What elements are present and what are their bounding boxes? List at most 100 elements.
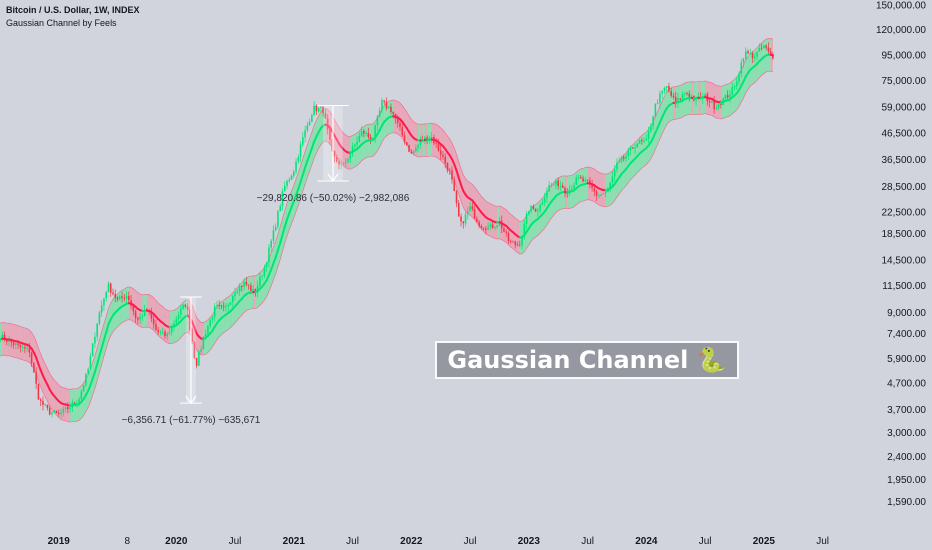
candle-body	[500, 220, 503, 229]
candle-body	[94, 336, 96, 344]
y-tick-label: 18,500.00	[882, 229, 927, 240]
candle-body	[170, 325, 173, 333]
candle-body	[293, 171, 295, 176]
candlesticks	[0, 42, 774, 419]
candle-body	[8, 339, 10, 342]
candle-body	[347, 158, 349, 162]
candle-body	[216, 304, 218, 307]
candle-body	[451, 170, 453, 180]
candle-body	[191, 329, 193, 342]
midline-segment	[460, 183, 465, 192]
candle-body	[677, 98, 679, 104]
midline-segment	[37, 363, 42, 372]
candle-body	[132, 305, 135, 312]
candle-body	[299, 144, 302, 158]
candle-body	[514, 241, 517, 245]
candle-body	[381, 100, 383, 111]
candle-body	[622, 157, 625, 159]
candle-body	[480, 226, 483, 228]
candle-body	[435, 143, 437, 144]
candle-body	[643, 140, 645, 142]
candle-body	[602, 193, 605, 195]
candle-body	[175, 319, 178, 324]
candle-body	[555, 180, 557, 185]
candle-body	[236, 291, 239, 293]
candle-body	[340, 163, 343, 165]
candle-body	[509, 241, 512, 243]
candle-body	[620, 157, 623, 161]
candle-body	[105, 292, 108, 299]
candle-body	[650, 125, 652, 132]
x-tick-label: Jul	[581, 536, 594, 547]
candle-body	[211, 316, 214, 320]
candle-body	[17, 343, 19, 345]
candle-body	[546, 191, 548, 198]
candle-body	[462, 221, 465, 224]
candle-body	[505, 231, 508, 233]
candle-body	[580, 177, 582, 179]
midline-segment	[304, 159, 309, 169]
candle-body	[405, 142, 408, 146]
candle-body	[467, 211, 469, 215]
candle-body	[247, 284, 250, 286]
candle-body	[234, 292, 236, 296]
candle-body	[42, 400, 44, 405]
candle-body	[683, 93, 686, 95]
candle-body	[51, 412, 53, 415]
midline-segment	[295, 188, 300, 197]
candle-body	[584, 179, 587, 182]
candle-body	[186, 306, 189, 311]
candle-body	[512, 241, 514, 243]
candle-body	[177, 315, 180, 320]
candle-body	[116, 297, 119, 300]
candle-body	[392, 111, 395, 114]
candle-body	[523, 223, 526, 237]
candle-body	[5, 340, 8, 342]
candle-body	[103, 298, 105, 306]
candle-body	[189, 310, 191, 330]
midline-segment	[769, 53, 774, 57]
candle-body	[582, 178, 584, 182]
candle-body	[631, 147, 634, 149]
candle-body	[254, 288, 257, 293]
candle-body	[114, 294, 117, 298]
y-tick-label: 46,500.00	[882, 128, 927, 139]
band-upper-edge	[0, 38, 773, 390]
candle-body	[442, 154, 444, 157]
midline-segment	[270, 262, 275, 271]
candle-body	[448, 170, 451, 172]
candle-body	[209, 319, 211, 327]
candle-body	[123, 297, 126, 299]
candle-body	[227, 304, 230, 307]
midline-segment	[274, 249, 279, 259]
candle-body	[360, 131, 363, 136]
candle-body	[344, 161, 347, 163]
candle-body	[220, 305, 223, 307]
candle-body	[625, 156, 627, 159]
candle-body	[12, 342, 15, 345]
candle-body	[539, 204, 541, 211]
candle-body	[356, 141, 358, 145]
candle-body	[15, 343, 17, 345]
candle-body	[112, 292, 114, 295]
candle-body	[374, 125, 376, 139]
candle-body	[681, 94, 684, 100]
candle-body	[530, 206, 532, 212]
candle-body	[28, 347, 31, 353]
candle-body	[559, 185, 562, 187]
candle-body	[665, 86, 668, 88]
candle-body	[143, 309, 146, 317]
midline-segment	[98, 346, 103, 357]
candle-body	[679, 98, 682, 100]
candle-body	[367, 132, 370, 137]
measure-annotations: −6,356.71 (−61.77%) −635,671 −29,820.86 (…	[122, 104, 410, 426]
candle-body	[521, 236, 523, 246]
midline-segment	[91, 370, 96, 380]
candle-body	[455, 191, 458, 204]
candle-body	[751, 53, 754, 59]
midline-segment	[457, 176, 463, 186]
candle-body	[661, 90, 663, 94]
candle-body	[557, 180, 559, 187]
midline-segment	[193, 326, 198, 335]
